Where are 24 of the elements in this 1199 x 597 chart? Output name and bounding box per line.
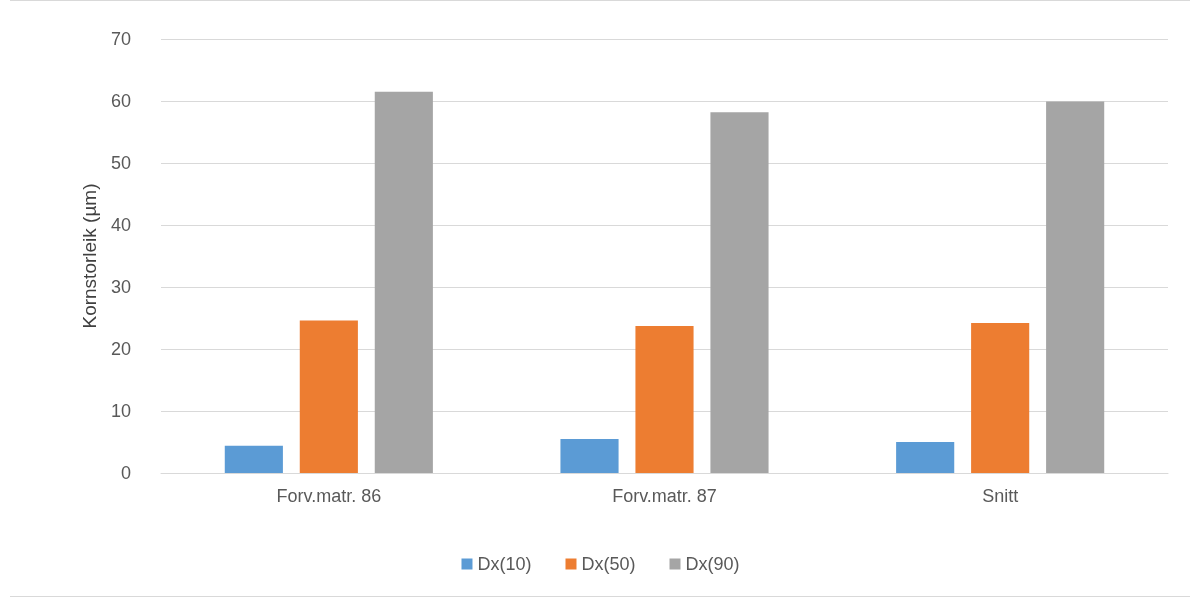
- y-tick-label: 20: [110, 339, 131, 359]
- x-tick-label: Forv.matr. 86: [276, 486, 382, 506]
- y-tick-label: 70: [110, 29, 131, 49]
- bar: [374, 91, 433, 473]
- legend-label: Dx(50): [581, 554, 636, 574]
- bar: [1046, 101, 1105, 473]
- bar: [224, 445, 283, 473]
- legend-label: Dx(90): [685, 554, 740, 574]
- y-tick-label: 10: [110, 401, 131, 421]
- y-tick-label: 30: [110, 277, 131, 297]
- x-tick-label: Forv.matr. 87: [612, 486, 717, 506]
- y-tick-label: 0: [120, 463, 131, 483]
- y-tick-label: 50: [110, 153, 131, 173]
- y-axis-title: Kornstorleik (µm): [79, 183, 100, 329]
- bar: [635, 326, 694, 473]
- bar: [896, 442, 955, 473]
- x-tick-label: Snitt: [982, 486, 1019, 506]
- y-tick-label: 60: [110, 91, 131, 111]
- bar: [710, 112, 769, 473]
- bar: [299, 320, 358, 473]
- bar: [971, 322, 1030, 473]
- legend-label: Dx(10): [477, 554, 532, 574]
- bar: [560, 438, 619, 473]
- y-tick-label: 40: [110, 215, 131, 235]
